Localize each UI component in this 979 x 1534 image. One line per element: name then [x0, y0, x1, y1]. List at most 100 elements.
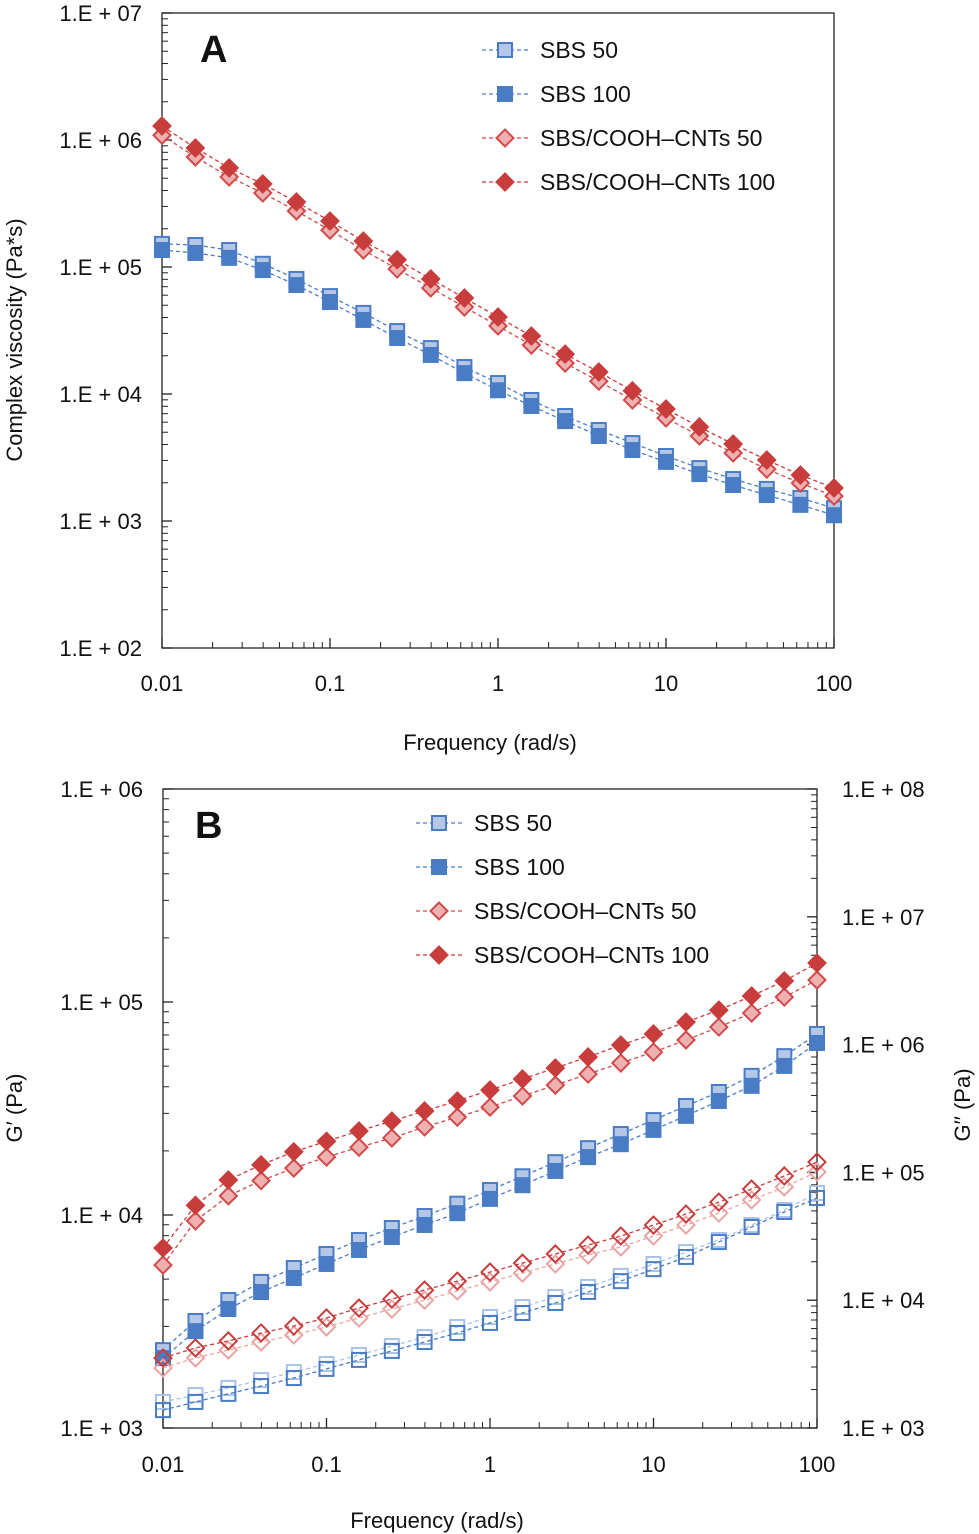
legend-marker [497, 86, 513, 102]
legend-marker [497, 42, 513, 58]
b-data-point [482, 1314, 498, 1331]
b-data-point [447, 1281, 468, 1301]
b-y-tick-label-right: 1.E + 06 [842, 1033, 925, 1058]
legend-marker [495, 128, 515, 148]
a-data-point [758, 487, 775, 504]
legend-marker [429, 945, 449, 965]
b-data-point [285, 1370, 302, 1387]
b-data-point [677, 1107, 694, 1124]
b-data-point [218, 1331, 239, 1351]
b-data-point [676, 1030, 696, 1050]
b-y-tick-label-right: 1.E + 04 [842, 1288, 925, 1313]
b-data-point [416, 1216, 433, 1233]
b-data-point [741, 1190, 762, 1210]
b-x-tick-label: 0.01 [142, 1452, 185, 1477]
b-data-point [774, 971, 795, 991]
b-data-point [774, 1166, 795, 1186]
a-data-point [420, 269, 441, 289]
b-y-tick-label: 1.E + 05 [60, 990, 143, 1015]
b-data-point [414, 1280, 435, 1300]
b-series-line [162, 1197, 818, 1411]
chart-b: B Frequency (rad/s) G′ (Pa) G′′ (Pa) 0.0… [2, 777, 975, 1533]
b-data-point [743, 1218, 760, 1235]
b-data-point [708, 1192, 729, 1212]
b-data-point [512, 1253, 533, 1274]
b-data-point [155, 1393, 171, 1410]
b-data-point [251, 1323, 271, 1343]
a-data-point [824, 478, 844, 498]
b-data-point [153, 1348, 173, 1368]
a-data-point [286, 192, 307, 212]
b-data-point [251, 1154, 271, 1175]
b-data-point [449, 1324, 466, 1341]
b-data-point [708, 1017, 729, 1037]
b-data-point [578, 1064, 598, 1084]
b-data-point [480, 1272, 500, 1292]
b-series-line [162, 1192, 818, 1403]
legend-label: SBS 100 [540, 81, 631, 107]
b-data-point [185, 1338, 206, 1358]
b-data-point [676, 1012, 696, 1032]
x-axis-title-a: Frequency (rad/s) [403, 730, 577, 755]
a-data-point [689, 417, 710, 437]
b-data-point [776, 1203, 793, 1220]
b-data-point [414, 1101, 435, 1121]
b-data-point [610, 1035, 631, 1055]
b-data-point [710, 1234, 727, 1251]
legend-label: SBS 50 [474, 810, 552, 836]
b-data-point [383, 1229, 400, 1246]
a-data-point [658, 453, 674, 470]
b-data-point [480, 1097, 500, 1118]
a-data-point [288, 277, 305, 294]
b-data-point [645, 1255, 662, 1272]
b-data-point [349, 1137, 369, 1158]
b-data-point [743, 1077, 760, 1094]
b-data-point [447, 1091, 468, 1111]
a-x-tick-label: 1 [492, 671, 504, 696]
a-data-point [622, 380, 643, 401]
b-data-point [283, 1316, 304, 1336]
a-data-point [723, 434, 744, 454]
b-data-point [578, 1047, 598, 1067]
a-data-point [490, 382, 506, 399]
b-data-point [253, 1378, 270, 1395]
legend-label: SBS 100 [474, 854, 565, 880]
legend-label: SBS/COOH–CNTs 100 [540, 169, 775, 195]
b-data-point [677, 1248, 694, 1265]
b-data-point [612, 1136, 629, 1153]
a-y-tick-label: 1.E + 03 [59, 509, 142, 534]
b-data-point [578, 1245, 598, 1265]
b-data-point [710, 1092, 727, 1109]
a-data-point [588, 362, 609, 382]
b-data-point [349, 1298, 369, 1318]
a-data-point [826, 507, 842, 524]
b-data-point [708, 1000, 729, 1021]
legend-label: SBS/COOH–CNTs 50 [540, 125, 762, 151]
b-data-point [545, 1244, 566, 1264]
legend-marker [431, 859, 447, 875]
a-legend-item: SBS/COOH–CNTs 50 [482, 125, 762, 151]
a-data-point [221, 249, 238, 266]
b-y-tick-label: 1.E + 04 [60, 1203, 143, 1228]
b-data-point [545, 1254, 566, 1274]
a-x-tick-label: 0.01 [141, 671, 184, 696]
b-data-point [218, 1185, 239, 1206]
b-legend-item: SBS 100 [416, 854, 565, 880]
b-legend-item: SBS 50 [416, 810, 552, 836]
b-data-point [218, 1170, 239, 1190]
b-data-point [807, 1152, 827, 1172]
a-x-tick-label: 100 [816, 671, 853, 696]
b-data-point [449, 1205, 466, 1222]
b-data-point [776, 1057, 793, 1074]
a-series-1 [154, 242, 842, 524]
b-data-point [253, 1284, 270, 1301]
b-data-point [218, 1340, 239, 1361]
b-data-point [153, 1358, 173, 1378]
b-data-point [381, 1111, 402, 1132]
a-data-point [322, 294, 338, 311]
b-data-point [643, 1024, 664, 1044]
b-data-point [809, 1034, 825, 1051]
b-data-point [414, 1290, 435, 1311]
a-data-point [422, 346, 439, 363]
b-data-point [414, 1117, 435, 1137]
